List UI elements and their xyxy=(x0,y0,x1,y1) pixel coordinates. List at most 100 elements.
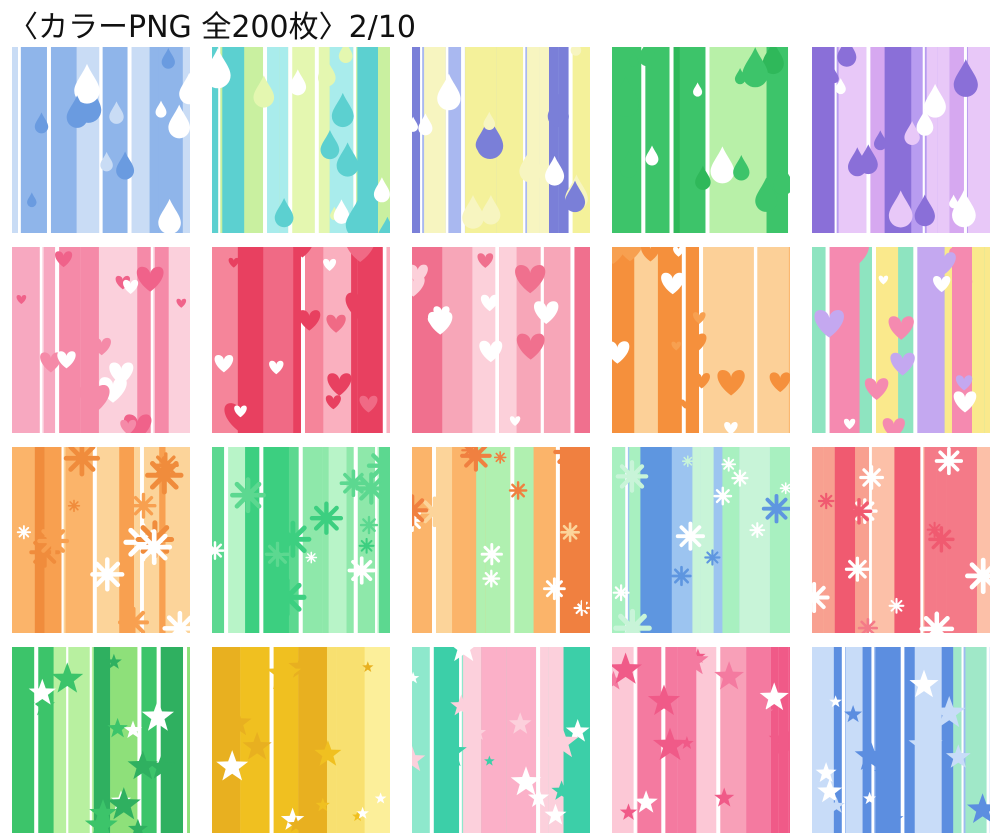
motif xyxy=(437,73,461,111)
white-line xyxy=(705,47,711,233)
stripe xyxy=(873,447,895,633)
motif xyxy=(315,797,330,812)
white-line xyxy=(872,247,878,433)
motif xyxy=(693,82,703,97)
motif xyxy=(642,481,665,505)
white-line xyxy=(536,647,542,833)
stripe xyxy=(481,647,507,833)
motif xyxy=(117,606,150,633)
motif xyxy=(326,314,346,333)
white-line xyxy=(592,647,595,833)
motif xyxy=(479,340,503,363)
motif xyxy=(647,684,681,716)
motif xyxy=(412,116,418,132)
white-line xyxy=(753,247,758,433)
motif xyxy=(345,198,372,233)
motif xyxy=(564,180,586,213)
motif xyxy=(510,766,542,796)
motif xyxy=(835,78,846,95)
stripe xyxy=(158,47,183,233)
motif xyxy=(829,695,842,708)
motif xyxy=(318,58,336,87)
motif xyxy=(480,294,499,312)
motif xyxy=(680,736,694,749)
motif xyxy=(148,753,176,779)
white-line xyxy=(510,447,516,633)
motif xyxy=(127,750,158,780)
stripe xyxy=(671,447,693,633)
motif xyxy=(352,810,364,822)
motif xyxy=(339,469,368,498)
motif xyxy=(176,298,187,308)
motif xyxy=(412,745,426,772)
stripe xyxy=(412,47,421,233)
white-line xyxy=(986,647,990,833)
stripe xyxy=(540,647,549,833)
motif xyxy=(628,52,639,67)
white-line xyxy=(314,47,321,233)
stripe xyxy=(637,647,662,833)
motif xyxy=(508,481,528,500)
motif xyxy=(731,469,749,487)
stripe xyxy=(862,647,872,833)
motif xyxy=(686,333,707,353)
white-line xyxy=(871,647,875,833)
motif xyxy=(63,447,101,477)
white-line xyxy=(459,647,462,833)
stripe xyxy=(70,647,90,833)
motif xyxy=(123,279,139,295)
white-line xyxy=(869,447,872,633)
stripe xyxy=(984,247,990,433)
motif xyxy=(234,405,247,418)
motif xyxy=(155,100,167,118)
white-line xyxy=(555,447,562,633)
white-line xyxy=(900,647,905,833)
motif xyxy=(612,584,630,602)
motif xyxy=(314,740,342,766)
motif xyxy=(358,537,375,554)
motif xyxy=(888,316,914,340)
stripe xyxy=(318,47,330,233)
motif xyxy=(509,416,521,426)
motif xyxy=(127,818,148,833)
motif xyxy=(812,581,830,614)
motif xyxy=(269,360,284,375)
motif xyxy=(714,787,735,807)
pattern-tile xyxy=(212,447,390,633)
motif xyxy=(570,47,582,56)
white-line xyxy=(922,47,925,233)
pattern-tile xyxy=(612,247,790,433)
motif xyxy=(955,375,973,391)
stripe xyxy=(12,47,19,233)
motif xyxy=(427,311,453,335)
motif xyxy=(612,76,639,117)
motif xyxy=(92,337,111,356)
stripe xyxy=(378,47,390,233)
stripe xyxy=(769,447,790,633)
motif xyxy=(681,455,694,468)
stripe xyxy=(12,447,35,633)
motif xyxy=(27,192,37,208)
stripe xyxy=(412,647,421,833)
motif xyxy=(857,617,879,633)
stripe xyxy=(137,247,151,433)
motif xyxy=(695,165,711,190)
motif xyxy=(843,418,856,430)
stripe xyxy=(357,47,379,233)
stripe xyxy=(182,47,190,233)
stripe xyxy=(812,447,824,633)
motif xyxy=(136,266,164,292)
stripe xyxy=(713,447,723,633)
motif xyxy=(864,378,889,401)
stripe xyxy=(696,647,717,833)
stripe xyxy=(263,247,294,433)
motif xyxy=(545,155,565,186)
motif xyxy=(462,195,484,229)
stripe xyxy=(834,447,856,633)
motif xyxy=(953,391,977,413)
motif xyxy=(223,708,252,736)
stripe xyxy=(212,47,219,233)
pattern-tile xyxy=(812,47,990,233)
white-line xyxy=(34,647,41,833)
